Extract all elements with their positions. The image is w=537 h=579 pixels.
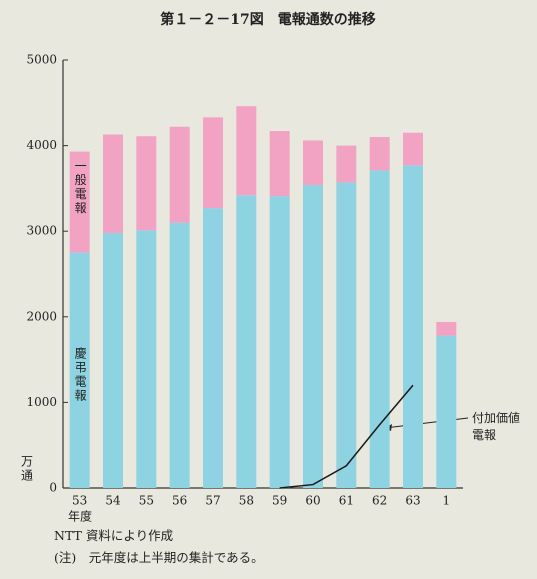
y-tick-label: 2000 [26,309,57,323]
bar-segment [303,184,323,488]
line-series [279,384,414,489]
bar-segment [436,321,457,336]
bar-segment [103,232,123,488]
y-axis-label: 万通 [20,455,34,483]
bar-segment [403,165,423,488]
footnote: (注) 元年度は上半期の集計である。 [54,550,264,565]
x-tick-label: 1 [443,494,451,508]
bar-segment [203,117,223,209]
bar-segment [236,195,257,489]
bar-segment [236,106,257,196]
x-tick-label: 53 [72,494,87,508]
x-tick-label: 62 [372,494,387,508]
bar-series-label: 一般電報 [73,160,87,216]
x-tick-label: 54 [105,494,121,508]
bar-segment [369,170,390,488]
y-tick-label: 4000 [26,138,57,152]
x-axis-label: 年度 [68,509,92,524]
y-tick-label: 0 [49,481,57,495]
line-label: 付加価値電報 [472,411,521,442]
bar-segment [69,252,90,488]
y-tick-label: 1000 [26,395,57,409]
bar-series-label: 慶弔電報 [73,346,87,402]
x-tick-label: 55 [139,494,154,508]
x-tick-label: 61 [339,494,354,508]
x-tick-label: 58 [239,494,254,508]
chart-title: 第１－２－17図 電報通数の推移 [160,11,375,28]
bar-segment [436,335,457,488]
source-note: NTT 資料により作成 [54,528,174,543]
bar-segment [403,132,423,166]
x-tick-label: 56 [172,494,187,508]
x-tick-label: 60 [305,494,320,508]
bar-segment [103,134,123,233]
y-tick-label: 5000 [26,53,57,67]
bar-segment [369,137,390,171]
bar-segment [169,126,190,223]
y-tick-label: 3000 [26,224,57,238]
bar-segment [169,222,190,488]
bar-segment [136,136,157,231]
x-tick-label: 59 [272,494,287,508]
bar-segment [269,131,290,197]
bar-segment [303,140,323,185]
bar-segment [136,230,157,488]
bar-segment [203,208,223,488]
bar-segment [69,151,90,253]
bar-segment [269,196,290,488]
x-tick-label: 63 [405,494,420,508]
bar-segment [336,145,357,183]
x-tick-label: 57 [205,494,220,508]
bar-segment [336,182,357,488]
